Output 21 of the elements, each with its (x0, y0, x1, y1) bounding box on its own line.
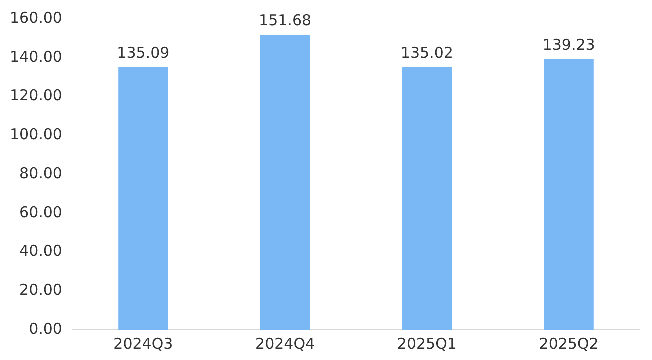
y-tick-label: 160.00 (10, 8, 62, 27)
y-tick-label: 20.00 (20, 281, 62, 300)
data-label: 135.02 (400, 44, 454, 62)
bar (544, 59, 594, 330)
y-tick-label: 0.00 (29, 320, 62, 338)
x-tick-label: 2025Q2 (539, 334, 599, 353)
data-label: 135.09 (117, 44, 170, 62)
y-tick-label: 140.00 (10, 48, 62, 66)
x-tick-label: 2025Q1 (397, 334, 457, 353)
data-label: 139.23 (542, 36, 596, 54)
x-tick-label: 2024Q3 (114, 334, 174, 353)
y-tick-label: 60.00 (20, 203, 62, 222)
x-tick-label: 2024Q4 (256, 334, 316, 353)
bar (118, 67, 168, 330)
y-tick-label: 120.00 (10, 86, 62, 105)
data-label: 151.68 (259, 12, 312, 30)
bar (260, 35, 310, 330)
y-tick-label: 80.00 (20, 164, 62, 182)
y-tick-label: 40.00 (20, 242, 62, 260)
y-tick-label: 100.00 (10, 126, 62, 144)
bar (402, 68, 452, 330)
